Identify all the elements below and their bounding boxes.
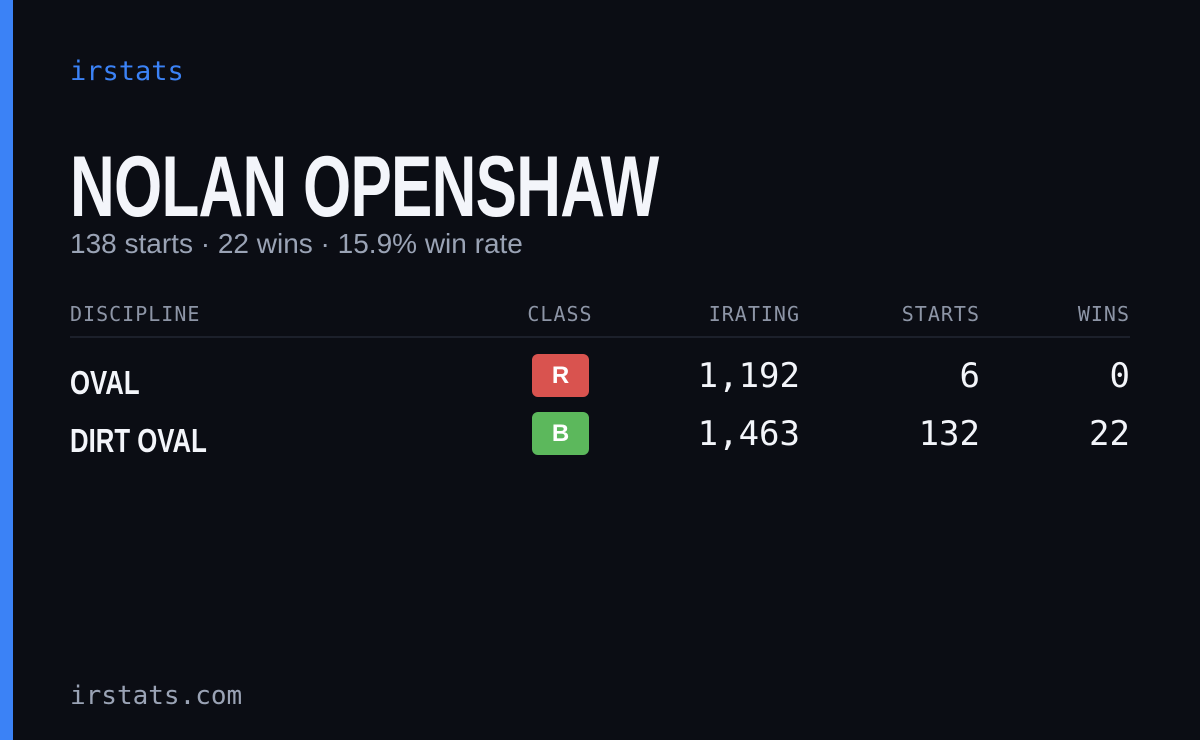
column-header: IRATING bbox=[708, 302, 800, 326]
header-rule bbox=[70, 336, 1130, 338]
starts: 132 bbox=[918, 414, 980, 454]
column-header: WINS bbox=[1077, 302, 1130, 326]
wins: 0 bbox=[1109, 356, 1130, 396]
irating: 1,192 bbox=[697, 356, 800, 396]
wins: 22 bbox=[1089, 414, 1130, 454]
player-name: NOLAN OPENSHAW bbox=[70, 139, 659, 235]
discipline: DIRT OVAL bbox=[70, 422, 207, 459]
brand: irstats bbox=[70, 56, 184, 87]
column-header: DISCIPLINE bbox=[70, 302, 201, 326]
class-badge: B bbox=[532, 412, 589, 455]
accent-bar bbox=[0, 0, 13, 740]
class-badge: R bbox=[532, 354, 589, 397]
footer-site: irstats.com bbox=[70, 681, 243, 711]
discipline: OVAL bbox=[70, 364, 140, 401]
column-header: CLASS bbox=[527, 302, 593, 326]
starts: 6 bbox=[959, 356, 980, 396]
irating: 1,463 bbox=[697, 414, 800, 454]
column-header: STARTS bbox=[901, 302, 980, 326]
player-summary: 138 starts · 22 wins · 15.9% win rate bbox=[70, 228, 523, 259]
